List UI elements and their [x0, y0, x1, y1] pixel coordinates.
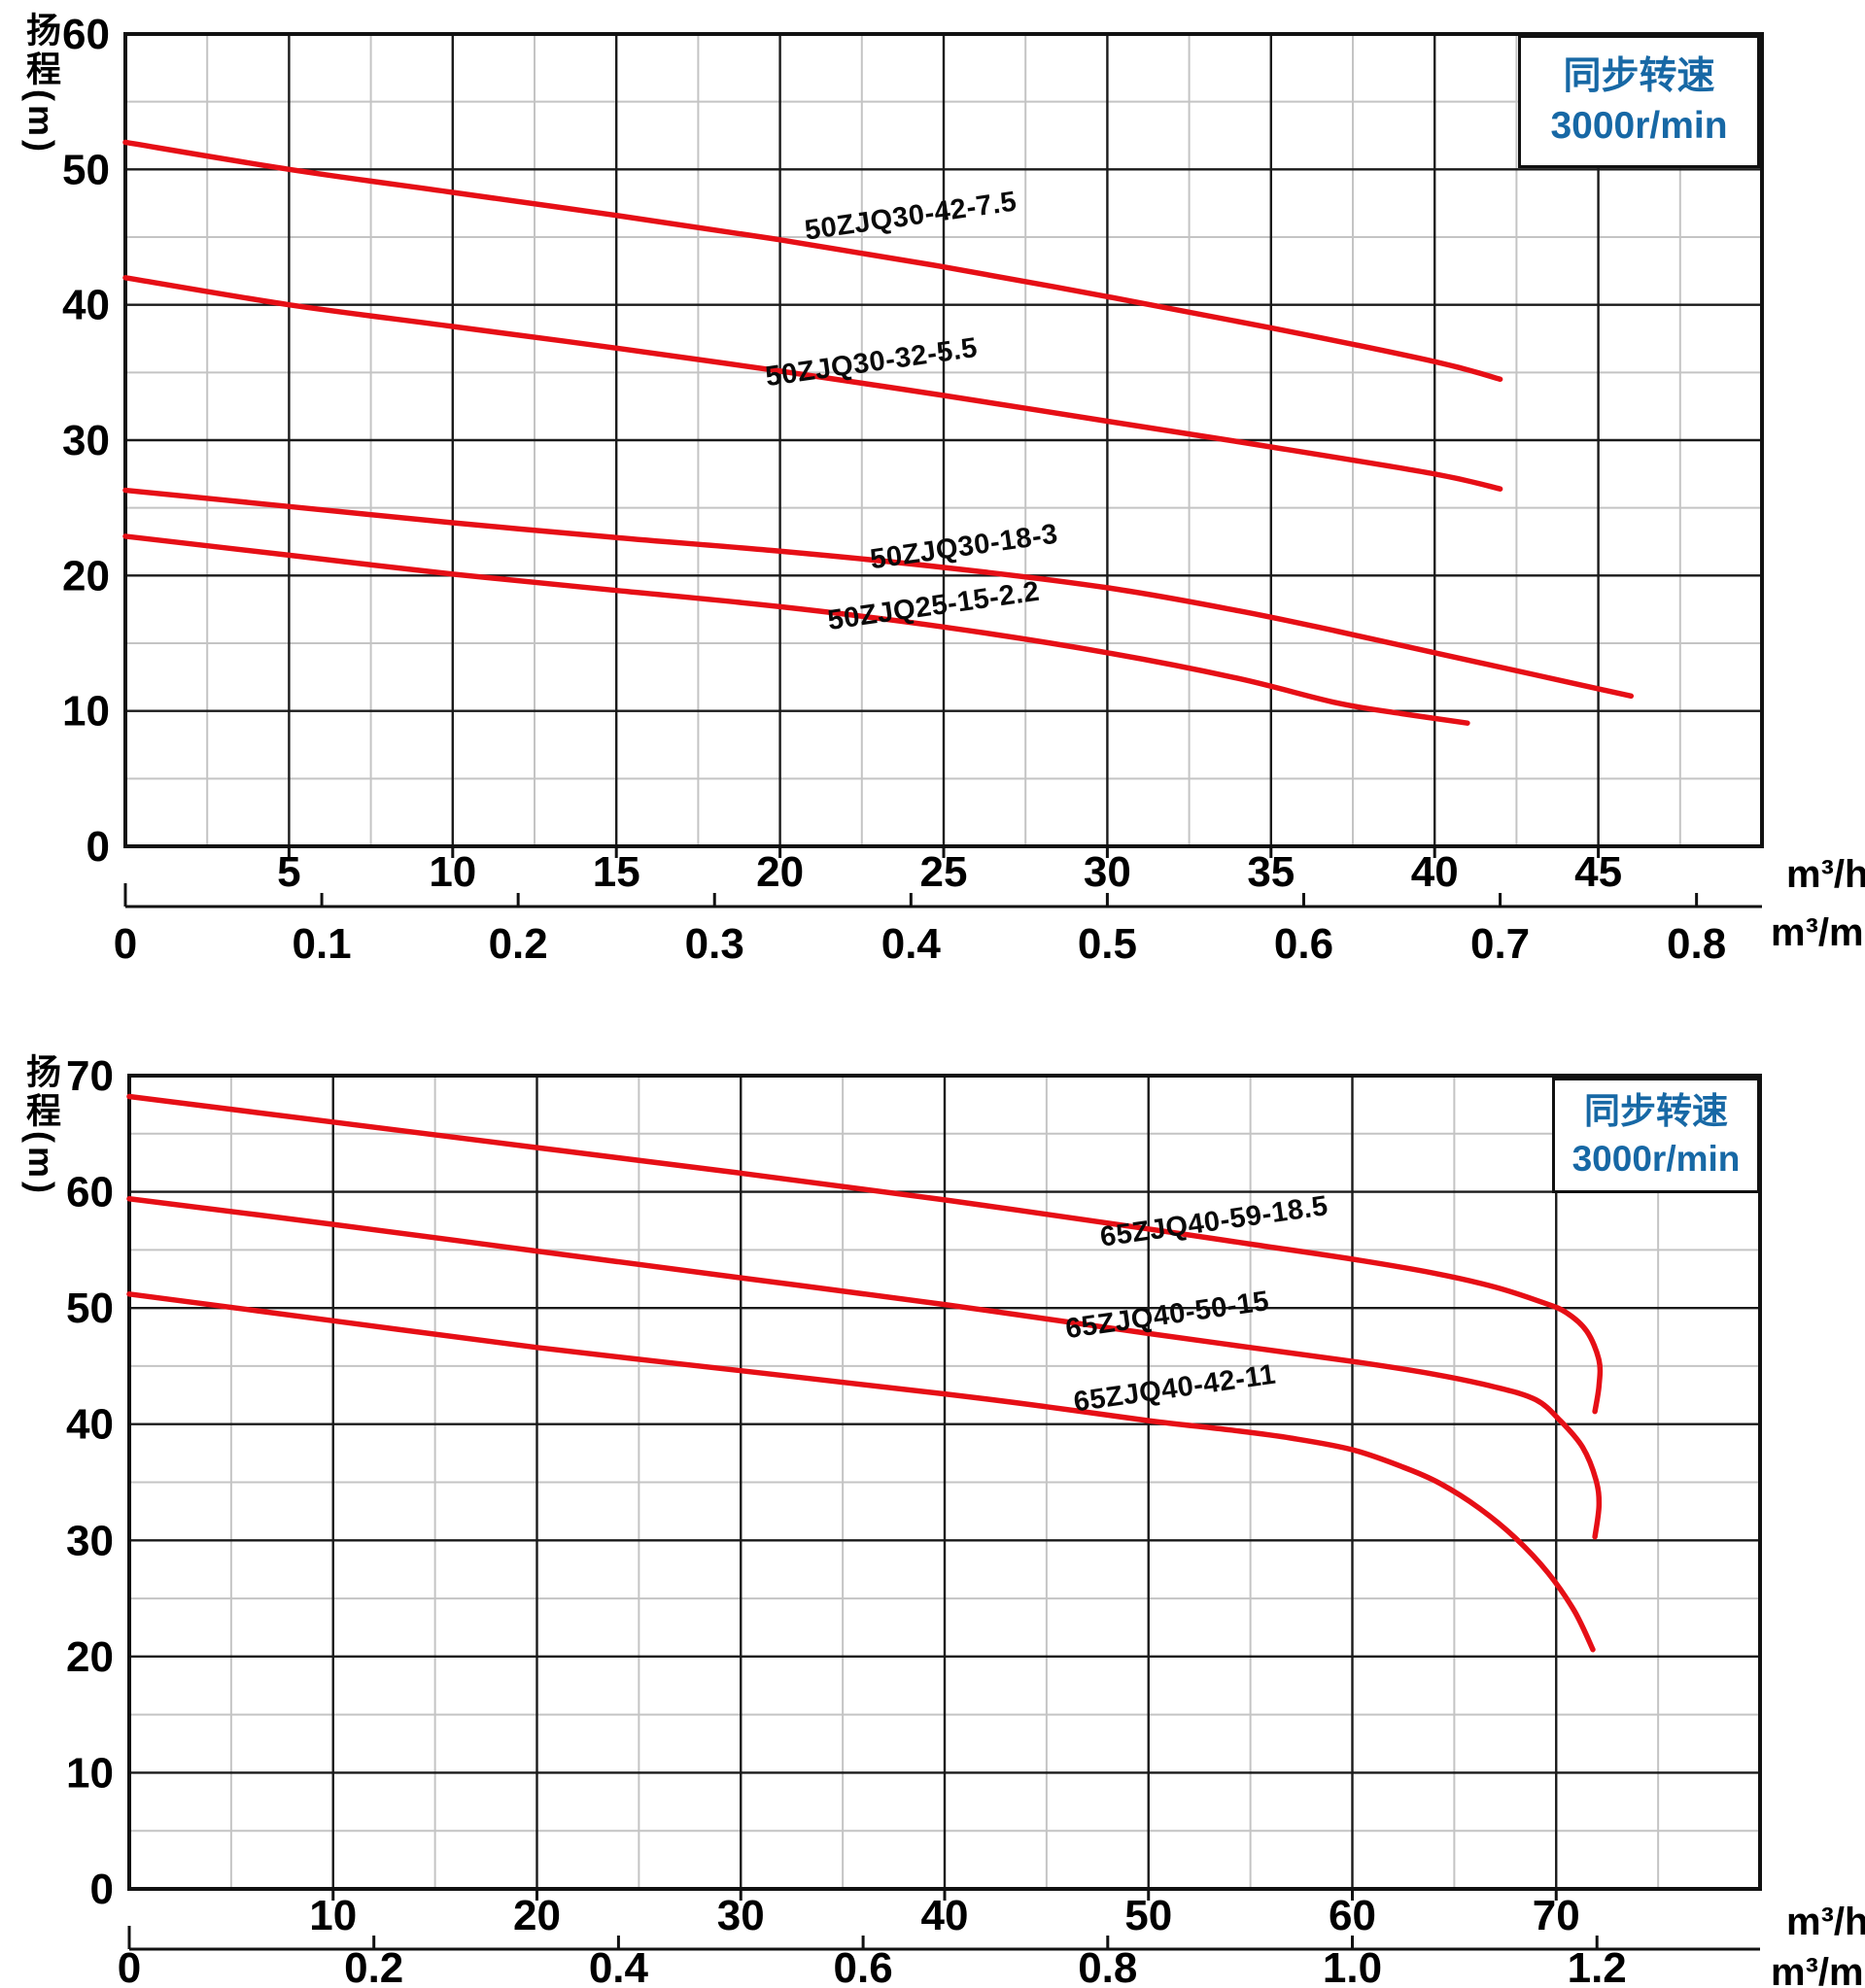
pump-curve-50ZJQ25-15-2.2 — [122, 533, 1470, 726]
x-tick-labels: 5 10 15 20 25 30 35 40 45 — [277, 846, 1622, 896]
x-tick-label: 50 — [1124, 1892, 1172, 1939]
sec-tick-label: 0.7 — [1470, 920, 1530, 968]
curve-label: 65ZJQ40-59-18.5 — [1098, 1190, 1330, 1253]
x-tick-label: 40 — [921, 1892, 969, 1939]
x-tick-labels: 10 20 30 40 50 60 70 — [309, 1889, 1580, 1939]
y-tick-label: 60 — [66, 1169, 114, 1217]
unit-label-m3min-top: m³/min — [1771, 911, 1865, 954]
pump-curve-50ZJQ30-18-3 — [122, 487, 1635, 700]
y-tick-label: 30 — [66, 1517, 114, 1564]
speed-annotation-box-top: 同步转速 3000r/min — [1518, 35, 1760, 168]
y-tick-label: 50 — [62, 146, 110, 193]
sec-tick-label: 0.6 — [1274, 920, 1333, 968]
sec-tick-label: 1.0 — [1323, 1944, 1382, 1988]
curves — [126, 1093, 1604, 1653]
y-tick-labels: 0 10 20 30 40 50 60 — [62, 11, 110, 871]
y-tick-label: 10 — [66, 1749, 114, 1797]
speed-annotation-line2: 3000r/min — [1571, 1138, 1741, 1179]
y-axis-title-top: 扬程(m) — [21, 12, 61, 155]
y-tick-label: 40 — [62, 282, 110, 329]
unit-label-m3h-bottom: m³/h — [1786, 1901, 1865, 1943]
curve-labels: 50ZJQ30-42-7.550ZJQ30-32-5.550ZJQ30-18-3… — [764, 186, 1060, 636]
y-axis-title-bottom: 扬程(m) — [21, 1053, 61, 1197]
x-tick-label: 45 — [1574, 848, 1622, 896]
x-tick-label: 35 — [1247, 848, 1295, 896]
pump-curve-65ZJQ40-42-11 — [126, 1291, 1596, 1653]
secondary-x-axis: 0 0.1 0.2 0.3 0.4 0.5 0.6 0.7 0.8 — [114, 883, 1762, 968]
sec-tick-label: 0.8 — [1078, 1944, 1137, 1988]
curve-label: 65ZJQ40-42-11 — [1072, 1359, 1278, 1419]
x-tick-label: 40 — [1411, 848, 1459, 896]
plot-area-top: 5 10 15 20 25 30 35 40 45 0 10 20 30 40 50 60 0 0.1 0.2 0.3… — [62, 11, 1764, 968]
sec-tick-label: 1.2 — [1568, 1944, 1627, 1988]
y-tick-label: 40 — [66, 1401, 114, 1449]
sec-tick-label: 0.8 — [1667, 920, 1726, 968]
sec-tick-label: 0.4 — [589, 1944, 649, 1988]
speed-annotation-line1: 同步转速 — [1563, 54, 1715, 97]
sec-tick-label: 0.2 — [344, 1944, 403, 1988]
x-tick-label: 10 — [309, 1892, 357, 1939]
x-tick-label: 30 — [717, 1892, 765, 1939]
y-tick-label: 20 — [66, 1633, 114, 1681]
y-tick-label: 20 — [62, 552, 110, 600]
x-tick-label: 10 — [429, 848, 476, 896]
curves — [122, 139, 1635, 726]
x-tick-label: 5 — [277, 848, 300, 896]
y-tick-labels: 0 10 20 30 40 50 60 70 — [66, 1052, 114, 1913]
speed-annotation-line2: 3000r/min — [1550, 104, 1728, 147]
grid-major — [125, 34, 1762, 846]
y-tick-label: 50 — [66, 1285, 114, 1332]
y-tick-label: 30 — [62, 417, 110, 464]
pump-curve-65ZJQ40-59-18.5 — [126, 1093, 1604, 1415]
unit-label-m3min-bottom: m³/min — [1771, 1951, 1865, 1988]
x-tick-label: 25 — [920, 848, 968, 896]
y-tick-label: 0 — [86, 823, 110, 871]
sec-tick-label: 0.1 — [292, 920, 351, 968]
unit-label-m3h-top: m³/h — [1786, 853, 1865, 896]
sec-tick-label: 0.2 — [489, 920, 548, 968]
sec-tick-label: 0.5 — [1078, 920, 1137, 968]
pump-curve-50ZJQ30-42-7.5 — [122, 139, 1503, 383]
y-tick-label: 10 — [62, 688, 110, 736]
speed-annotation-line1: 同步转速 — [1584, 1091, 1728, 1132]
pump-curve-50ZJQ30-32-5.5 — [122, 275, 1503, 492]
curve-labels: 65ZJQ40-59-18.565ZJQ40-50-1565ZJQ40-42-1… — [1063, 1190, 1330, 1418]
x-tick-label: 15 — [593, 848, 640, 896]
secondary-x-axis: 0 0.2 0.4 0.6 0.8 1.0 1.2 — [118, 1926, 1760, 1988]
sec-tick-label: 0.6 — [834, 1944, 893, 1988]
sec-tick-label: 0.3 — [685, 920, 744, 968]
x-tick-label: 20 — [513, 1892, 561, 1939]
sec-tick-label: 0 — [118, 1944, 141, 1988]
curve-label: 50ZJQ30-18-3 — [868, 519, 1059, 576]
y-tick-label: 70 — [66, 1052, 114, 1100]
y-tick-label: 0 — [90, 1866, 114, 1913]
x-tick-label: 70 — [1533, 1892, 1580, 1939]
y-tick-label: 60 — [62, 11, 110, 58]
x-tick-label: 30 — [1084, 848, 1131, 896]
pump-curve-65ZJQ40-50-15 — [126, 1196, 1603, 1540]
x-tick-label: 60 — [1329, 1892, 1376, 1939]
grid-major — [129, 1076, 1760, 1889]
sec-tick-label: 0.4 — [881, 920, 942, 968]
speed-annotation-box-bottom: 同步转速 3000r/min — [1552, 1078, 1760, 1193]
sec-tick-label: 0 — [114, 920, 137, 968]
x-tick-label: 20 — [756, 848, 804, 896]
